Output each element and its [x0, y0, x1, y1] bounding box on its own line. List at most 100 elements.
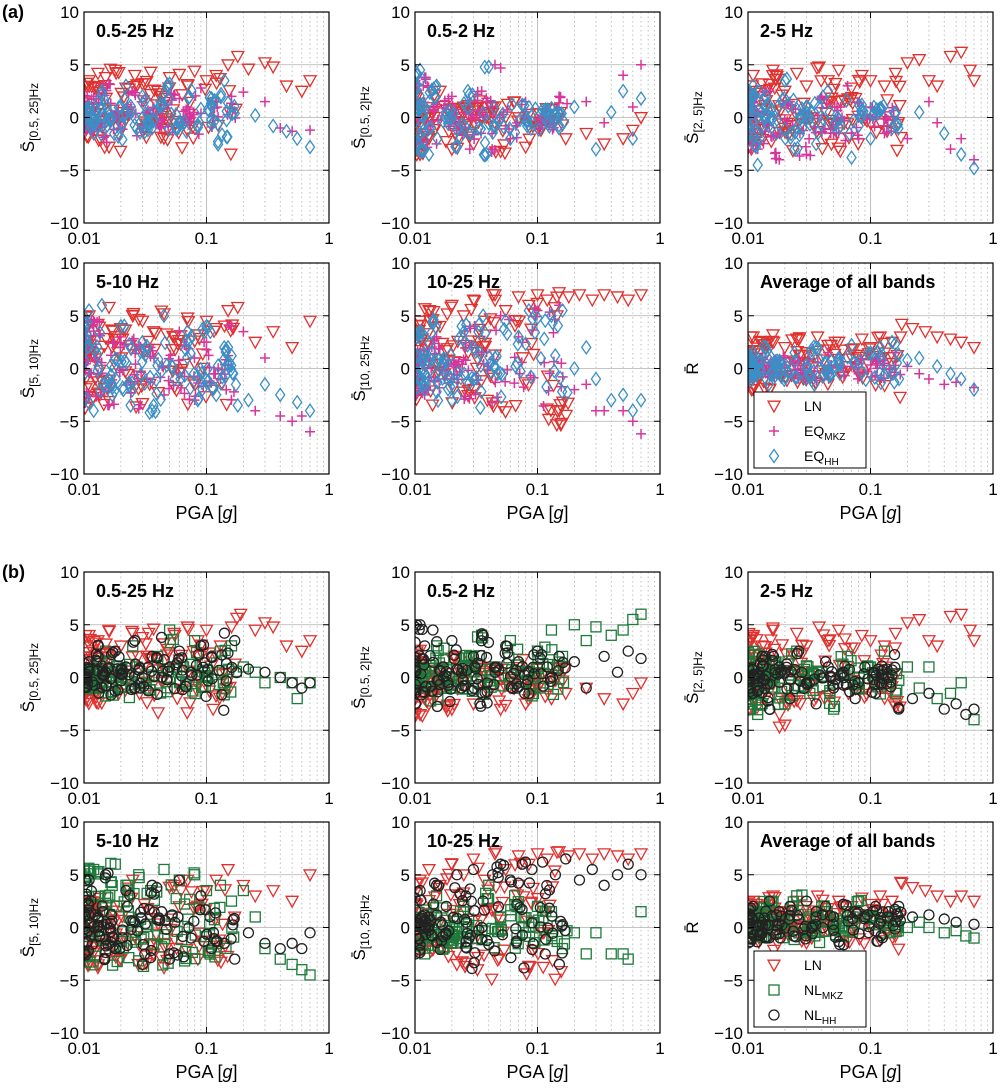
- point-NL_HH: [451, 869, 463, 881]
- point-NL_HH: [759, 670, 772, 682]
- point-EQ_HH: [833, 352, 845, 369]
- point-NL_HH: [427, 624, 439, 636]
- point-NL_HH: [199, 657, 211, 669]
- point-NL_HH: [96, 669, 109, 681]
- point-LN: [748, 627, 756, 641]
- point-EQ_HH: [495, 109, 506, 126]
- point-NL_HH: [121, 939, 133, 952]
- y-tick-label: 10: [391, 813, 410, 832]
- point-EQ_HH: [161, 78, 173, 95]
- point-EQ_HH: [135, 344, 146, 360]
- point-NL_HH: [528, 649, 540, 661]
- point-EQ_HH: [120, 105, 131, 121]
- point-NL_HH: [475, 700, 487, 712]
- point-NL_HH: [486, 869, 499, 881]
- point-NL_MKZ: [931, 692, 943, 705]
- point-LN: [748, 629, 761, 643]
- point-EQ_HH: [856, 97, 868, 113]
- point-EQ_HH: [826, 366, 837, 382]
- point-EQ_HH: [968, 160, 980, 176]
- y-axis-label: S̄[0.5, 25]Hz: [19, 83, 41, 152]
- point-EQ_HH: [790, 124, 801, 140]
- point-NL_MKZ: [590, 621, 602, 633]
- point-NL_HH: [84, 944, 94, 957]
- point-EQ_HH: [483, 59, 495, 75]
- point-EQ_HH: [806, 372, 818, 388]
- point-NL_HH: [598, 879, 610, 891]
- point-EQ_HH: [192, 368, 203, 384]
- point-EQ_HH: [889, 336, 901, 352]
- point-LN: [230, 301, 245, 315]
- point-EQ_HH: [874, 339, 886, 356]
- point-NL_HH: [837, 666, 849, 678]
- point-NL_HH: [135, 912, 147, 924]
- point-EQ_MKZ: [769, 148, 780, 159]
- point-EQ_MKZ: [562, 98, 573, 109]
- point-LN: [498, 406, 513, 419]
- point-EQ_HH: [777, 91, 788, 108]
- point-NL_MKZ: [106, 959, 119, 971]
- point-EQ_HH: [181, 123, 192, 140]
- point-EQ_HH: [432, 392, 444, 409]
- point-NL_MKZ: [635, 608, 647, 620]
- x-tick-label: 0.01: [398, 480, 431, 499]
- y-tick-label: 0: [70, 919, 79, 938]
- point-EQ_HH: [192, 117, 204, 133]
- y-tick-label: 10: [60, 813, 79, 832]
- point-NL_HH: [481, 677, 494, 689]
- point-LN: [888, 642, 903, 656]
- point-EQ_HH: [484, 364, 496, 380]
- point-NL_MKZ: [556, 942, 569, 955]
- point-EQ_HH: [789, 345, 800, 361]
- point-EQ_MKZ: [513, 331, 524, 342]
- legend-marker-LN: [766, 400, 782, 414]
- point-NL_HH: [160, 923, 172, 936]
- point-EQ_HH: [243, 392, 254, 408]
- point-NL_HH: [505, 681, 517, 694]
- point-EQ_MKZ: [902, 133, 913, 144]
- point-EQ_MKZ: [599, 405, 610, 416]
- point-EQ_MKZ: [429, 105, 440, 116]
- point-EQ_HH: [791, 369, 803, 385]
- point-LN: [900, 617, 915, 630]
- point-LN: [421, 864, 437, 877]
- point-EQ_HH: [430, 354, 442, 370]
- point-LN: [793, 119, 808, 132]
- point-NL_HH: [849, 692, 861, 705]
- point-NL_MKZ: [155, 941, 168, 953]
- point-EQ_MKZ: [464, 144, 475, 155]
- point-LN: [202, 647, 217, 661]
- point-EQ_HH: [846, 149, 857, 166]
- point-LN: [876, 337, 892, 351]
- point-NL_HH: [440, 927, 452, 939]
- point-LN: [585, 294, 600, 308]
- point-LN: [487, 289, 503, 302]
- point-EQ_HH: [137, 88, 148, 105]
- point-EQ_HH: [814, 352, 825, 368]
- chart-title: 5-10 Hz: [96, 272, 159, 292]
- point-NL_MKZ: [545, 624, 558, 636]
- point-EQ_HH: [501, 325, 513, 342]
- point-LN: [859, 688, 874, 702]
- point-LN: [497, 139, 512, 153]
- point-LN: [220, 864, 236, 877]
- point-LN: [891, 943, 906, 957]
- point-NL_MKZ: [944, 687, 957, 699]
- point-NL_MKZ: [446, 937, 458, 949]
- point-EQ_HH: [749, 106, 761, 122]
- point-NL_HH: [452, 664, 465, 676]
- point-EQ_HH: [215, 89, 227, 105]
- point-EQ_HH: [748, 107, 755, 123]
- point-EQ_HH: [804, 110, 816, 127]
- x-tick-label: 1: [988, 229, 997, 248]
- point-NL_HH: [480, 651, 493, 664]
- point-NL_HH: [106, 915, 118, 927]
- point-EQ_HH: [465, 125, 477, 141]
- point-NL_HH: [810, 698, 822, 710]
- point-NL_HH: [216, 688, 228, 701]
- point-EQ_HH: [833, 120, 844, 136]
- y-tick-label: 0: [401, 919, 410, 938]
- point-NL_MKZ: [519, 927, 532, 939]
- point-EQ_HH: [415, 99, 425, 115]
